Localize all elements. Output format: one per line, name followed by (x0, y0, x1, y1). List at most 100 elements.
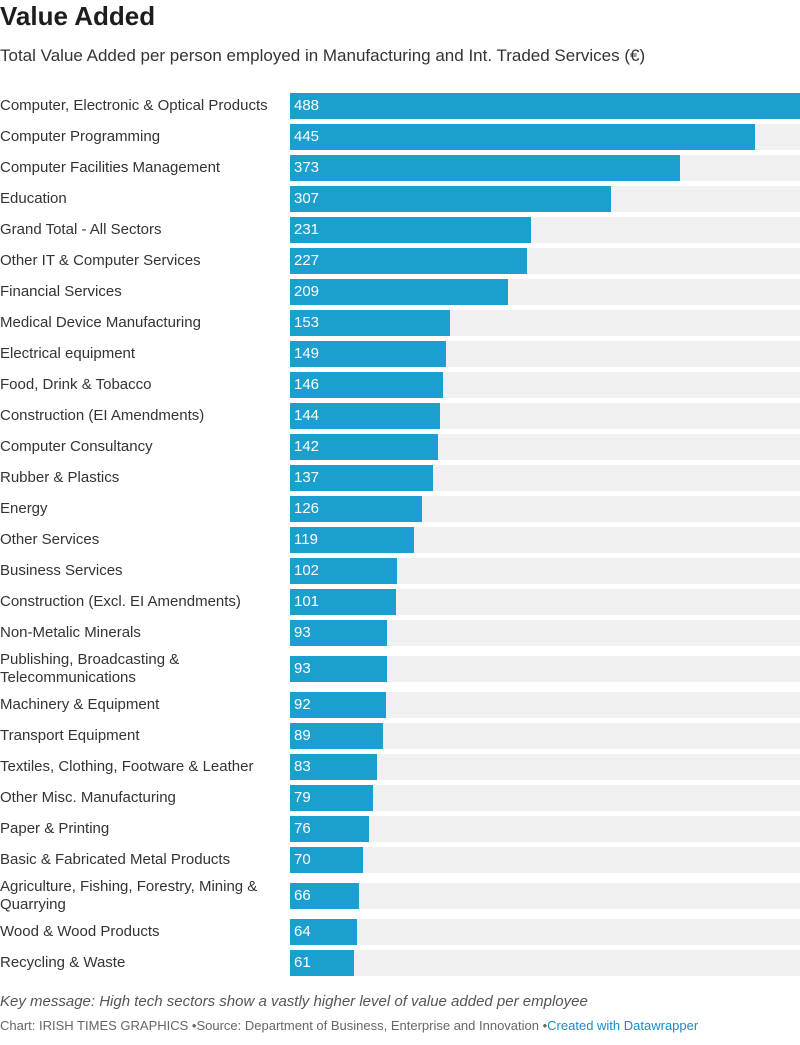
bar (290, 279, 509, 305)
bar-track: 209 (290, 279, 800, 305)
category-label: Computer Consultancy (0, 438, 153, 455)
bar (290, 310, 450, 336)
bar (290, 847, 364, 873)
datawrapper-link[interactable]: Created with Datawrapper (547, 1018, 699, 1033)
bar (290, 217, 532, 243)
value-label: 89 (294, 727, 311, 744)
bar-row: Construction (Excl. EI Amendments) 101 (0, 589, 800, 615)
bar-row: Textiles, Clothing, Footware & Leather 83 (0, 754, 800, 780)
bar-row: Non-Metalic Minerals 93 (0, 620, 800, 646)
value-label: 227 (294, 252, 320, 269)
category-label: Other IT & Computer Services (0, 252, 201, 269)
category-label: Construction (Excl. EI Amendments) (0, 593, 241, 610)
bar (290, 785, 373, 811)
value-label: 488 (294, 97, 320, 114)
bar (290, 527, 415, 553)
bar-track: 119 (290, 527, 800, 553)
category-label: Computer Programming (0, 128, 161, 145)
bar (290, 558, 397, 584)
bar-track: 153 (290, 310, 800, 336)
value-label: 373 (294, 159, 320, 176)
category-label: Rubber & Plastics (0, 469, 120, 486)
bar-track: 101 (290, 589, 800, 615)
category-label: Wood & Wood Products (0, 923, 160, 940)
category-label: Electrical equipment (0, 345, 136, 362)
bar-track: 373 (290, 155, 800, 181)
bar-track: 92 (290, 692, 800, 718)
bar-track: 137 (290, 465, 800, 491)
bar-track: 144 (290, 403, 800, 429)
credit: Chart: IRISH TIMES GRAPHICS (0, 1018, 189, 1033)
bar-row: Computer, Electronic & Optical Products 4… (0, 93, 800, 119)
category-label: Machinery & Equipment (0, 696, 160, 713)
value-label: 79 (294, 789, 311, 806)
category-label: Grand Total - All Sectors (0, 221, 162, 238)
bar-row: Other IT & Computer Services 227 (0, 248, 800, 274)
bar-track: 231 (290, 217, 800, 243)
bar-track: 126 (290, 496, 800, 522)
bar-row: Business Services 102 (0, 558, 800, 584)
bar-row: Food, Drink & Tobacco 146 (0, 372, 800, 398)
bar-row: Grand Total - All Sectors 231 (0, 217, 800, 243)
value-label: 144 (294, 407, 320, 424)
bar (290, 816, 370, 842)
bar-track: 61 (290, 950, 800, 976)
bar-row: Electrical equipment 149 (0, 341, 800, 367)
chart-subtitle: Total Value Added per person employed in… (0, 46, 646, 65)
bar-row: Paper & Printing 76 (0, 816, 800, 842)
bar (290, 465, 434, 491)
bar-row: Rubber & Plastics 137 (0, 465, 800, 491)
bar (290, 950, 354, 976)
bar (290, 620, 388, 646)
chart-title: Value Added (0, 1, 156, 31)
value-label: 93 (294, 624, 311, 641)
category-label: Computer Facilities Management (0, 159, 221, 176)
bar-row: Other Services 119 (0, 527, 800, 553)
category-label: Construction (EI Amendments) (0, 407, 205, 424)
category-label: Medical Device Manufacturing (0, 314, 201, 331)
value-label: 70 (294, 851, 311, 868)
bar (290, 248, 528, 274)
bar-row: Financial Services 209 (0, 279, 800, 305)
category-label: Non-Metalic Minerals (0, 624, 141, 641)
bar (290, 124, 756, 150)
category-label: Textiles, Clothing, Footware & Leather (0, 758, 254, 775)
bar-track: 227 (290, 248, 800, 274)
bar-track: 93 (290, 656, 800, 682)
bar-row: Publishing, Broadcasting & Telecommunica… (0, 651, 800, 687)
bar-row: Wood & Wood Products 64 (0, 919, 800, 945)
bar (290, 496, 422, 522)
category-label: Financial Services (0, 283, 122, 300)
bar-track: 93 (290, 620, 800, 646)
bar-row: Agriculture, Fishing, Forestry, Mining &… (0, 878, 800, 914)
bar-row: Computer Programming 445 (0, 124, 800, 150)
bar-track: 66 (290, 883, 800, 909)
bar-row: Medical Device Manufacturing 153 (0, 310, 800, 336)
category-label: Food, Drink & Tobacco (0, 376, 152, 393)
value-label: 119 (294, 531, 318, 548)
category-label: Energy (0, 500, 48, 517)
bar (290, 341, 446, 367)
category-label: Basic & Fabricated Metal Products (0, 851, 231, 868)
bar-row: Construction (EI Amendments) 144 (0, 403, 800, 429)
bar-track: 149 (290, 341, 800, 367)
value-label: 149 (294, 345, 320, 362)
bar-rows: Computer, Electronic & Optical Products 4… (0, 93, 800, 981)
value-label: 61 (294, 954, 311, 971)
value-label: 92 (294, 696, 311, 713)
separator (539, 1018, 547, 1033)
value-label: 126 (294, 500, 320, 517)
value-label: 231 (294, 221, 320, 238)
bar-row: Basic & Fabricated Metal Products 70 (0, 847, 800, 873)
bar (290, 589, 396, 615)
value-label: 137 (294, 469, 320, 486)
category-label: Other Misc. Manufacturing (0, 789, 176, 806)
value-label: 83 (294, 758, 311, 775)
category-label: Agriculture, Fishing, Forestry, Mining &… (0, 878, 258, 913)
value-label: 209 (294, 283, 320, 300)
separator (188, 1018, 196, 1033)
bar-track: 445 (290, 124, 800, 150)
bar-track: 79 (290, 785, 800, 811)
value-label: 64 (294, 923, 311, 940)
